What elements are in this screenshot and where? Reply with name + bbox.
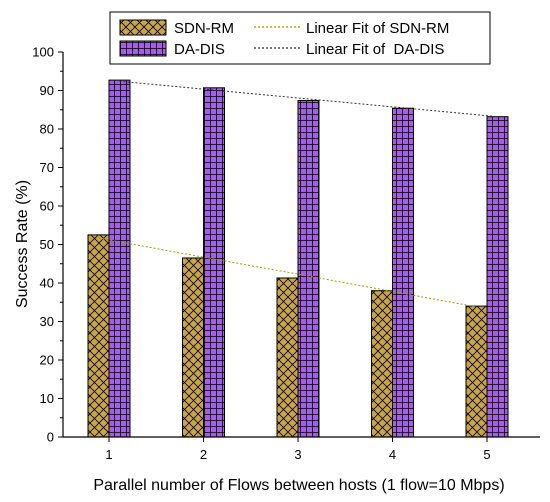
bar-da-dis-5 xyxy=(486,116,509,438)
bar-sdn-rm-2 xyxy=(182,257,204,438)
fit-line-sdn-rm xyxy=(98,237,477,308)
x-ticks: 1 2 3 4 5 xyxy=(105,437,491,462)
y-ticks: 0 10 20 30 40 50 60 70 80 90 100 xyxy=(32,45,63,445)
y-axis-title: Success Rate (%) xyxy=(14,180,31,308)
x-tick-label-5: 5 xyxy=(483,447,490,462)
legend-label-da-dis: DA-DIS xyxy=(174,41,225,58)
legend: SDN-RM Linear Fit of SDN-RM DA-DIS Linea… xyxy=(109,11,491,65)
bar-sdn-rm-3 xyxy=(276,277,299,438)
x-tick-label-2: 2 xyxy=(200,447,207,462)
bar-da-dis-4 xyxy=(392,107,414,438)
legend-label-sdn-rm: SDN-RM xyxy=(174,20,234,37)
y-tick-label-60: 60 xyxy=(40,199,54,214)
y-tick-label-0: 0 xyxy=(47,430,54,445)
legend-swatch-da-dis xyxy=(119,40,167,57)
x-axis-title: Parallel number of Flows between hosts (… xyxy=(93,477,504,494)
x-tick-label-1: 1 xyxy=(105,447,112,462)
bar-da-dis-1 xyxy=(108,79,131,438)
bars-layer xyxy=(87,79,509,438)
y-tick-label-80: 80 xyxy=(40,122,54,137)
legend-swatch-sdn-rm xyxy=(119,19,167,36)
bar-da-dis-2 xyxy=(203,87,225,438)
bar-sdn-rm-5 xyxy=(465,305,488,438)
y-tick-label-100: 100 xyxy=(32,45,54,60)
y-tick-label-20: 20 xyxy=(40,353,54,368)
x-tick-label-3: 3 xyxy=(294,447,301,462)
x-tick-label-4: 4 xyxy=(389,447,396,462)
fit-line-da-dis xyxy=(119,80,498,118)
y-tick-label-10: 10 xyxy=(40,391,54,406)
bar-da-dis-3 xyxy=(297,100,320,438)
y-tick-label-90: 90 xyxy=(40,83,54,98)
y-tick-label-30: 30 xyxy=(40,314,54,329)
bar-sdn-rm-1 xyxy=(87,234,110,438)
legend-frame xyxy=(109,11,491,65)
y-tick-label-50: 50 xyxy=(40,237,54,252)
legend-label-sdn-rm-fit: Linear Fit of SDN-RM xyxy=(306,20,449,37)
y-tick-label-70: 70 xyxy=(40,160,54,175)
bar-sdn-rm-4 xyxy=(371,290,393,438)
y-tick-label-40: 40 xyxy=(40,276,54,291)
legend-label-da-dis-fit: Linear Fit of DA-DIS xyxy=(306,41,444,58)
fit-lines-layer xyxy=(98,80,498,308)
